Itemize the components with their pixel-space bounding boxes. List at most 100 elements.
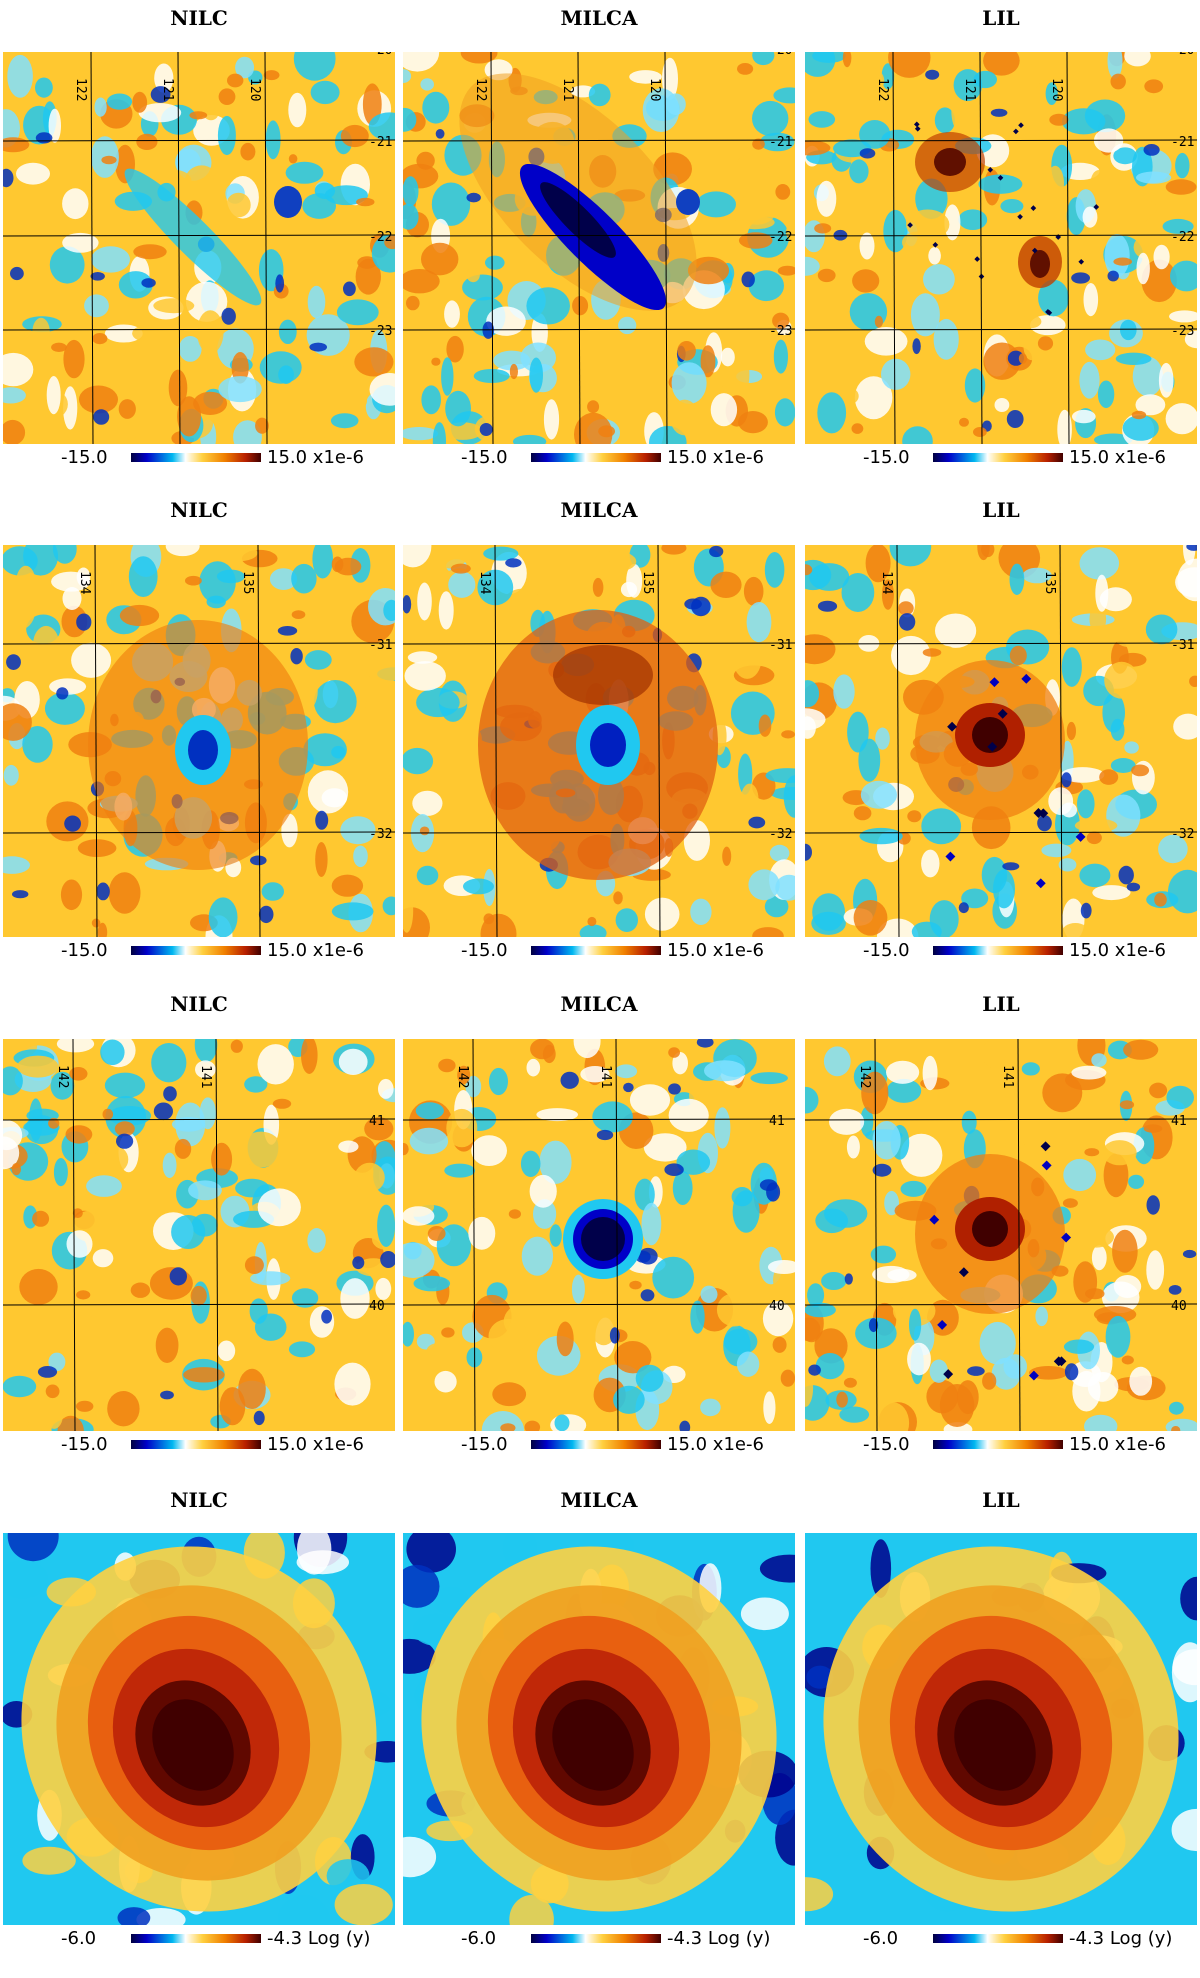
colorbar-min-label: -6.0 xyxy=(61,1928,97,1949)
colorbar-max-label: -4.3 Log (y) xyxy=(667,1928,771,1949)
svg-text:134: 134 xyxy=(77,571,92,595)
map-image xyxy=(3,1533,395,1925)
svg-text:-23: -23 xyxy=(369,324,392,339)
svg-text:142: 142 xyxy=(455,1065,470,1088)
map-image: 122 121 120 -20 -21 -22 -23 xyxy=(403,52,795,444)
map-image: 134 135 -31 -32 xyxy=(3,545,395,937)
panel-title-nilc: NILC xyxy=(170,1488,228,1512)
colorbar-max-label: 15.0 x1e-6 xyxy=(1069,940,1166,961)
map-panel: 134 135 -31 -32 xyxy=(403,545,795,937)
colorbar-max-label: 15.0 x1e-6 xyxy=(667,1434,764,1455)
colorbar-max-label: 15.0 x1e-6 xyxy=(1069,1434,1166,1455)
svg-text:-20: -20 xyxy=(1171,52,1194,58)
map-image xyxy=(805,1533,1197,1925)
svg-text:122: 122 xyxy=(473,78,488,101)
svg-text:40: 40 xyxy=(769,1299,785,1314)
colorbar-min-label: -15.0 xyxy=(61,1434,108,1455)
colorbar-min-label: -15.0 xyxy=(61,940,108,961)
svg-text:121: 121 xyxy=(560,78,575,101)
svg-text:-22: -22 xyxy=(769,230,792,245)
panel-title-nilc: NILC xyxy=(170,6,228,30)
map-panel xyxy=(805,1533,1197,1925)
map-image: 142 141 41 40 xyxy=(3,1039,395,1431)
svg-text:-21: -21 xyxy=(1171,135,1194,150)
svg-text:141: 141 xyxy=(598,1065,613,1088)
svg-text:40: 40 xyxy=(1171,1299,1187,1314)
colorbar xyxy=(531,1440,661,1449)
colorbar-min-label: -15.0 xyxy=(863,1434,910,1455)
svg-text:-20: -20 xyxy=(369,52,392,58)
map-panel: 122 121 120 -20 -21 -22 -23 xyxy=(403,52,795,444)
svg-text:-20: -20 xyxy=(769,52,792,58)
svg-text:-22: -22 xyxy=(1171,230,1194,245)
map-image: 122 121 120 -20 -21 -22 -23 xyxy=(805,52,1197,444)
colorbar xyxy=(131,1934,261,1943)
svg-text:142: 142 xyxy=(857,1065,872,1088)
panel-title-lil: LIL xyxy=(982,498,1020,522)
colorbar xyxy=(933,453,1063,462)
colorbar xyxy=(531,946,661,955)
svg-text:122: 122 xyxy=(73,78,88,101)
svg-text:134: 134 xyxy=(477,571,492,595)
svg-text:120: 120 xyxy=(1049,78,1064,101)
svg-text:121: 121 xyxy=(962,78,977,101)
colorbar xyxy=(531,453,661,462)
svg-text:-23: -23 xyxy=(769,324,792,339)
svg-text:134: 134 xyxy=(879,571,894,595)
map-panel: 134 135 -31 -32 xyxy=(805,545,1197,937)
panel-title-milca: MILCA xyxy=(560,1488,638,1512)
colorbar-min-label: -15.0 xyxy=(863,940,910,961)
svg-text:-31: -31 xyxy=(769,638,792,653)
colorbar xyxy=(933,946,1063,955)
colorbar xyxy=(131,1440,261,1449)
svg-text:120: 120 xyxy=(247,78,262,101)
map-panel: 122 121 120 -20 -21 -22 -23 xyxy=(805,52,1197,444)
panel-title-nilc: NILC xyxy=(170,498,228,522)
map-panel: 142 141 41 40 xyxy=(805,1039,1197,1431)
map-panel: 142 141 41 40 xyxy=(403,1039,795,1431)
svg-text:-21: -21 xyxy=(769,135,792,150)
svg-text:141: 141 xyxy=(1000,1065,1015,1088)
svg-text:40: 40 xyxy=(369,1299,385,1314)
map-image: 134 135 -31 -32 xyxy=(403,545,795,937)
svg-text:-32: -32 xyxy=(769,827,792,842)
svg-text:135: 135 xyxy=(240,571,255,594)
colorbar-max-label: -4.3 Log (y) xyxy=(1069,1928,1173,1949)
map-panel xyxy=(403,1533,795,1925)
map-image xyxy=(403,1533,795,1925)
panel-title-lil: LIL xyxy=(982,6,1020,30)
panel-title-nilc: NILC xyxy=(170,992,228,1016)
panel-title-lil: LIL xyxy=(982,1488,1020,1512)
map-panel: 134 135 -31 -32 xyxy=(3,545,395,937)
colorbar xyxy=(131,453,261,462)
colorbar-min-label: -6.0 xyxy=(863,1928,899,1949)
colorbar-min-label: -15.0 xyxy=(863,447,910,468)
colorbar-max-label: 15.0 x1e-6 xyxy=(267,447,364,468)
svg-text:-22: -22 xyxy=(369,230,392,245)
panel-title-milca: MILCA xyxy=(560,992,638,1016)
svg-text:122: 122 xyxy=(875,78,890,101)
map-image: 142 141 41 40 xyxy=(805,1039,1197,1431)
colorbar-min-label: -15.0 xyxy=(61,447,108,468)
svg-text:120: 120 xyxy=(647,78,662,101)
colorbar-min-label: -6.0 xyxy=(461,1928,497,1949)
svg-text:-31: -31 xyxy=(1171,638,1194,653)
map-image: 142 141 41 40 xyxy=(403,1039,795,1431)
colorbar-max-label: 15.0 x1e-6 xyxy=(1069,447,1166,468)
colorbar-min-label: -15.0 xyxy=(461,447,508,468)
map-panel: 142 141 41 40 xyxy=(3,1039,395,1431)
panel-title-milca: MILCA xyxy=(560,498,638,522)
colorbar xyxy=(131,946,261,955)
svg-text:41: 41 xyxy=(369,1114,385,1129)
map-panel xyxy=(3,1533,395,1925)
svg-text:41: 41 xyxy=(769,1114,785,1129)
svg-text:-23: -23 xyxy=(1171,324,1194,339)
colorbar-max-label: 15.0 x1e-6 xyxy=(267,1434,364,1455)
svg-text:-31: -31 xyxy=(369,638,392,653)
colorbar-min-label: -15.0 xyxy=(461,1434,508,1455)
colorbar-max-label: -4.3 Log (y) xyxy=(267,1928,371,1949)
svg-text:141: 141 xyxy=(198,1065,213,1088)
svg-text:135: 135 xyxy=(640,571,655,594)
panel-title-milca: MILCA xyxy=(560,6,638,30)
svg-text:-21: -21 xyxy=(369,135,392,150)
